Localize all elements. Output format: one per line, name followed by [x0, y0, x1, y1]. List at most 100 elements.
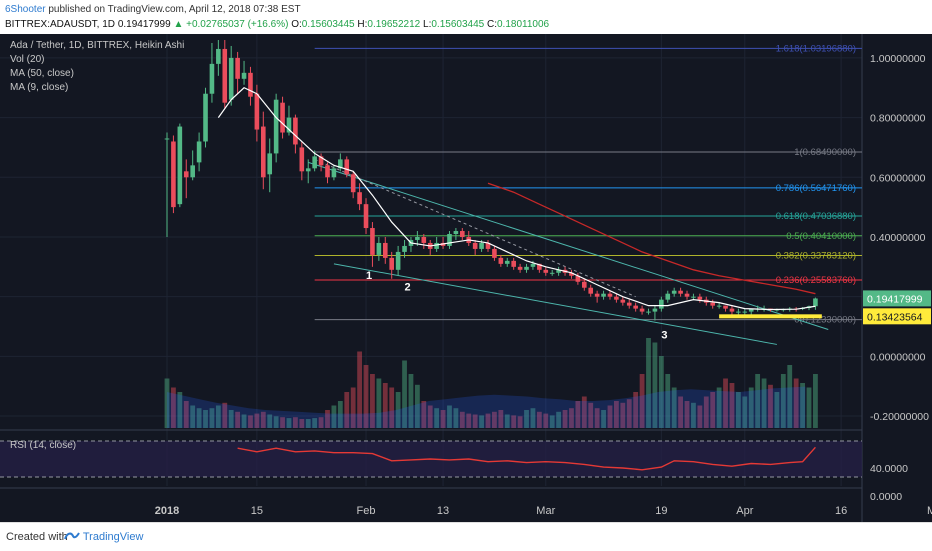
- volume-bar: [498, 410, 504, 428]
- fib-level-label: 0(0.12330000): [794, 315, 856, 326]
- volume-bar: [459, 411, 465, 428]
- volume-bar: [376, 378, 382, 428]
- volume-bar: [447, 405, 452, 428]
- candle-body: [472, 242, 478, 249]
- candle-body: [716, 305, 722, 307]
- author-link[interactable]: 6Shooter: [5, 4, 46, 15]
- volume-bar: [588, 402, 594, 428]
- candle-body: [190, 165, 195, 178]
- chart-svg[interactable]: 1.618(1.03196880) 1(0.68490000) 0.786(0.56…: [0, 34, 932, 522]
- volume-bar: [260, 411, 266, 428]
- support-zone: [719, 314, 822, 319]
- volume-bar: [813, 374, 818, 428]
- volume-bar: [774, 392, 780, 428]
- volume-bar: [524, 410, 529, 428]
- tradingview-brand: TradingView: [82, 531, 144, 543]
- volume-bar: [370, 374, 375, 428]
- volume-bar: [594, 408, 600, 428]
- volume-bar: [755, 374, 761, 428]
- candle-body: [299, 147, 305, 172]
- candle-body: [537, 263, 542, 270]
- candle-body: [524, 266, 529, 270]
- x-tick-label: 13: [437, 505, 449, 517]
- volume-bar: [748, 387, 754, 428]
- candle-body: [639, 308, 645, 312]
- candle-body: [549, 272, 555, 274]
- volume-bar: [215, 405, 221, 428]
- y-tick-label: 1.00000000: [870, 53, 926, 65]
- volume-bar: [280, 417, 285, 428]
- x-tick-label: 15: [251, 505, 263, 517]
- candle-body: [671, 290, 677, 294]
- candle-body: [626, 302, 632, 306]
- tradingview-logo-link[interactable]: TradingView: [64, 530, 143, 543]
- ma50-line: [487, 182, 816, 295]
- legend-ma9[interactable]: MA (9, close): [10, 82, 69, 93]
- volume-bar: [543, 413, 549, 428]
- last-price-tag: [863, 290, 931, 307]
- volume-bar: [164, 378, 170, 428]
- volume-bar: [800, 383, 805, 428]
- y-tick-label: 0.80000000: [870, 113, 926, 125]
- volume-bar: [479, 415, 484, 428]
- candle-body: [736, 311, 741, 313]
- candle-body: [691, 296, 696, 298]
- candle-body: [389, 257, 394, 270]
- volume-bar: [325, 410, 330, 428]
- x-tick-label: May: [927, 505, 932, 517]
- legend-ma50[interactable]: MA (50, close): [10, 68, 74, 79]
- volume-bar: [620, 402, 626, 428]
- volume-bar: [787, 365, 793, 428]
- volume-bar: [331, 405, 337, 428]
- candle-body: [312, 156, 317, 169]
- publication-line: 6Shooter published on TradingView.com, A…: [5, 4, 301, 15]
- candle-body: [498, 257, 504, 264]
- created-with-text: Created with: [6, 531, 68, 543]
- chart-area[interactable]: 1.618(1.03196880) 1(0.68490000) 0.786(0.56…: [0, 34, 932, 522]
- candle-body: [620, 299, 626, 303]
- candle-body: [723, 305, 728, 309]
- volume-bar: [273, 416, 279, 428]
- volume-bar: [395, 392, 401, 428]
- candle-body: [485, 242, 491, 249]
- low-value: 0.15603445: [431, 19, 485, 30]
- volume-bar: [171, 387, 176, 428]
- volume-bar: [248, 415, 253, 428]
- candle-body: [183, 171, 189, 178]
- volume-bar: [312, 418, 318, 428]
- volume-bar: [235, 411, 241, 428]
- volume-bar: [472, 414, 478, 428]
- volume-bar: [665, 374, 671, 428]
- legend-title[interactable]: Ada / Tether, 1D, BITTREX, Heikin Ashi: [10, 40, 185, 51]
- candle-body: [652, 308, 658, 312]
- candle-body: [633, 305, 638, 309]
- x-tick-label: 19: [655, 505, 667, 517]
- volume-bar: [318, 417, 324, 428]
- candle-body: [742, 311, 748, 313]
- legend-vol[interactable]: Vol (20): [10, 54, 45, 65]
- volume-bar: [414, 384, 420, 428]
- wave-label: 2: [405, 282, 411, 294]
- volume-bar: [780, 374, 786, 428]
- candle-body: [305, 168, 311, 172]
- volume-bar: [286, 418, 292, 428]
- volume-bar: [556, 411, 562, 428]
- volume-bar: [735, 392, 741, 428]
- volume-bar: [652, 342, 658, 428]
- last-price: 0.19417999: [117, 19, 171, 30]
- legend-rsi[interactable]: RSI (14, close): [10, 440, 77, 451]
- volume-bar: [183, 401, 189, 428]
- candle-body: [460, 231, 465, 237]
- trendline: [333, 263, 777, 345]
- volume-bar: [581, 396, 587, 428]
- published-text: published on TradingView.com, April 12, …: [48, 4, 301, 15]
- candle-body: [729, 308, 735, 312]
- candle-body: [556, 269, 561, 273]
- candle-body: [216, 48, 221, 64]
- volume-bar: [761, 378, 767, 428]
- candle-body: [196, 141, 202, 163]
- volume-bar: [562, 410, 568, 428]
- candle-body: [607, 293, 613, 297]
- candle-body: [813, 298, 818, 307]
- volume-bar: [389, 387, 395, 428]
